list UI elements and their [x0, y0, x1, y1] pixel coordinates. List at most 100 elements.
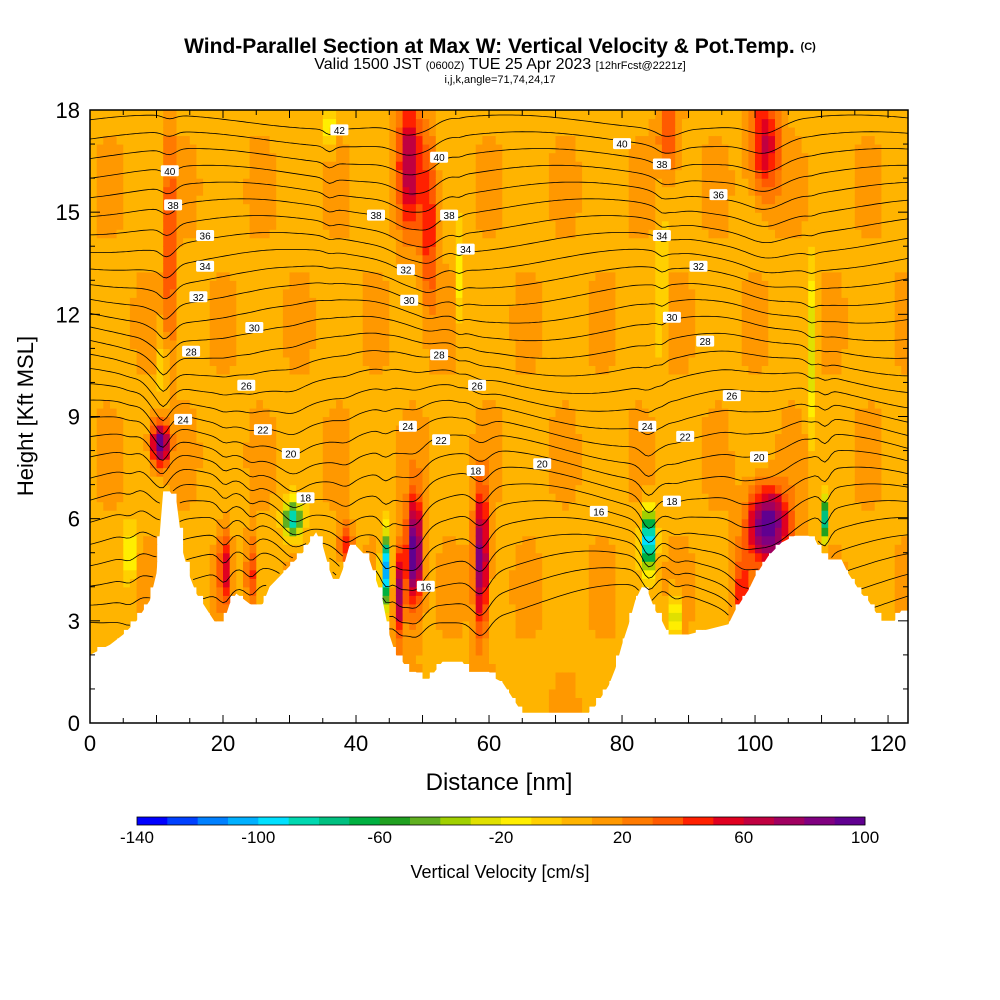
- velocity-cell: [442, 237, 450, 247]
- velocity-cell: [608, 331, 616, 341]
- velocity-cell: [382, 280, 390, 290]
- velocity-cell: [495, 356, 503, 366]
- velocity-cell: [296, 442, 304, 452]
- velocity-cell: [249, 212, 257, 222]
- velocity-cell: [435, 450, 444, 460]
- velocity-cell: [395, 510, 404, 520]
- velocity-cell: [123, 297, 131, 307]
- velocity-cell: [110, 246, 118, 256]
- velocity-cell: [575, 356, 583, 366]
- velocity-cell: [362, 135, 370, 145]
- velocity-cell: [402, 637, 410, 647]
- velocity-cell: [462, 237, 470, 247]
- velocity-cell: [528, 263, 537, 273]
- velocity-cell: [548, 459, 557, 469]
- velocity-cell: [522, 688, 530, 698]
- velocity-cell: [555, 501, 563, 511]
- velocity-cell: [502, 578, 510, 588]
- velocity-cell: [276, 382, 284, 392]
- velocity-cell: [469, 399, 477, 409]
- velocity-cell: [555, 314, 563, 324]
- velocity-cell: [395, 152, 404, 162]
- velocity-cell: [349, 280, 357, 290]
- velocity-cell: [502, 322, 510, 332]
- velocity-cell: [628, 271, 636, 281]
- velocity-cell: [376, 331, 384, 341]
- velocity-cell: [409, 646, 417, 656]
- velocity-cell: [110, 382, 118, 392]
- velocity-cell: [123, 118, 131, 128]
- velocity-cell: [322, 365, 331, 375]
- velocity-cell: [588, 195, 597, 205]
- velocity-cell: [196, 433, 204, 443]
- velocity-cell: [542, 110, 550, 120]
- velocity-cell: [243, 297, 251, 307]
- velocity-cell: [116, 595, 124, 605]
- velocity-cell: [389, 271, 397, 281]
- velocity-cell: [595, 399, 603, 409]
- velocity-cell: [395, 442, 404, 452]
- velocity-cell: [203, 595, 211, 605]
- velocity-cell: [256, 510, 264, 520]
- velocity-cell: [402, 501, 410, 511]
- velocity-cell: [269, 382, 277, 392]
- velocity-cell: [435, 135, 444, 145]
- velocity-cell: [402, 561, 410, 571]
- velocity-cell: [628, 569, 636, 579]
- velocity-cell: [608, 322, 616, 332]
- velocity-cell: [176, 484, 184, 494]
- velocity-cell: [96, 220, 104, 230]
- velocity-cell: [469, 569, 477, 579]
- velocity-cell: [442, 578, 450, 588]
- velocity-cell: [489, 535, 497, 545]
- velocity-cell: [203, 220, 211, 230]
- velocity-cell: [395, 391, 404, 401]
- velocity-cell: [409, 331, 417, 341]
- velocity-cell: [349, 263, 357, 273]
- velocity-cell: [216, 263, 224, 273]
- velocity-cell: [608, 356, 616, 366]
- velocity-cell: [429, 186, 437, 196]
- velocity-cell: [582, 110, 590, 120]
- velocity-cell: [116, 322, 124, 332]
- velocity-cell: [568, 433, 577, 443]
- velocity-cell: [562, 373, 570, 383]
- velocity-cell: [502, 646, 510, 656]
- velocity-cell: [356, 152, 364, 162]
- velocity-cell: [143, 339, 151, 349]
- velocity-cell: [96, 399, 104, 409]
- velocity-cell: [90, 271, 98, 281]
- velocity-cell: [548, 110, 557, 120]
- velocity-cell: [542, 527, 550, 537]
- velocity-cell: [149, 365, 158, 375]
- velocity-cell: [495, 595, 503, 605]
- velocity-cell: [608, 654, 616, 664]
- velocity-cell: [282, 510, 291, 520]
- velocity-cell: [156, 314, 164, 324]
- velocity-cell: [435, 212, 444, 222]
- velocity-cell: [262, 544, 271, 554]
- velocity-cell: [608, 118, 616, 128]
- velocity-cell: [110, 518, 118, 528]
- velocity-cell: [395, 569, 404, 579]
- velocity-cell: [562, 178, 570, 188]
- velocity-cell: [216, 442, 224, 452]
- velocity-cell: [229, 203, 237, 213]
- velocity-cell: [209, 603, 217, 613]
- velocity-cell: [622, 212, 630, 222]
- velocity-cell: [588, 688, 597, 698]
- velocity-cell: [568, 425, 577, 435]
- velocity-cell: [628, 305, 636, 315]
- velocity-cell: [495, 493, 503, 503]
- velocity-cell: [429, 510, 437, 520]
- velocity-cell: [542, 535, 550, 545]
- velocity-cell: [362, 195, 370, 205]
- velocity-cell: [442, 373, 450, 383]
- velocity-cell: [236, 305, 244, 315]
- velocity-cell: [376, 552, 384, 562]
- velocity-cell: [169, 297, 178, 307]
- velocity-cell: [608, 382, 616, 392]
- velocity-cell: [575, 152, 583, 162]
- velocity-cell: [489, 246, 497, 256]
- velocity-cell: [302, 186, 311, 196]
